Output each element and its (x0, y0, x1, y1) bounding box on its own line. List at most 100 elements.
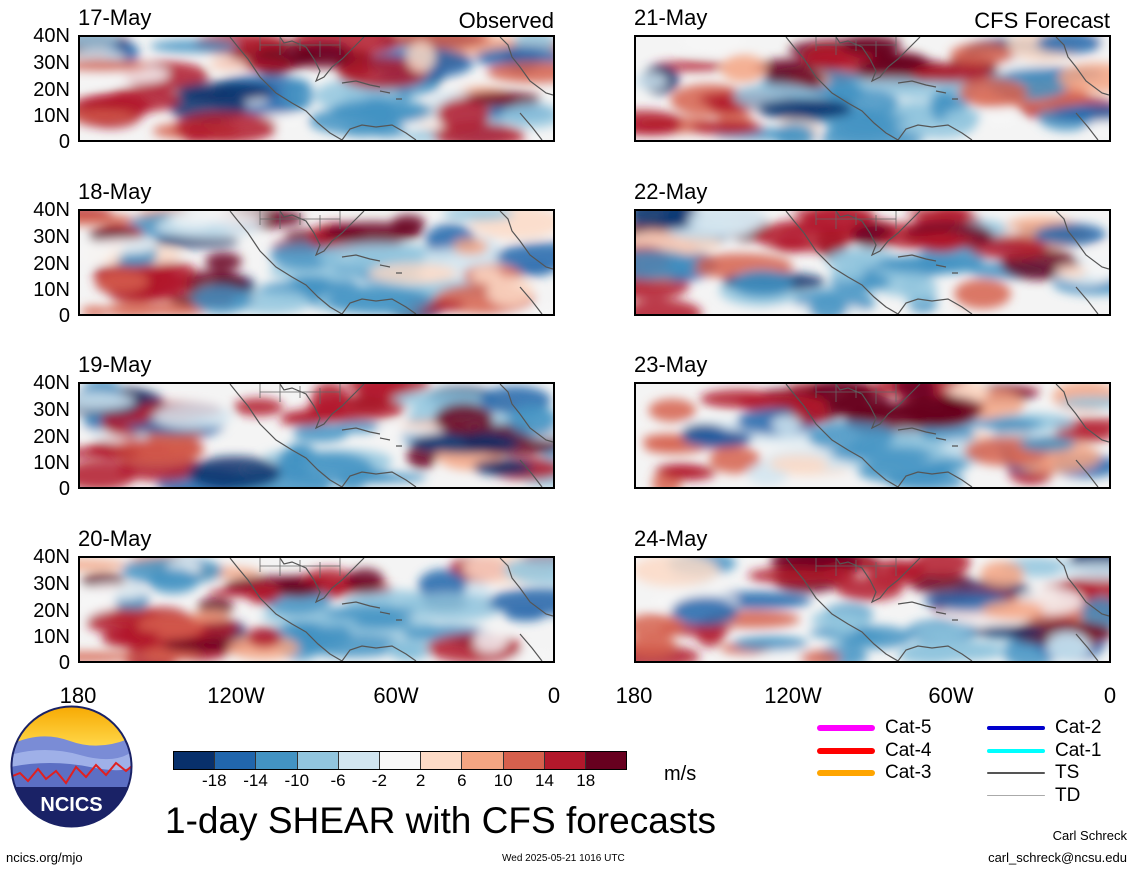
lat-tick-label: 40N (33, 372, 70, 394)
coastline (785, 384, 1109, 487)
shear-field (80, 211, 553, 314)
footer-url: ncics.org/mjo (6, 850, 83, 865)
state-borders (259, 37, 341, 57)
lat-tick-label: 40N (33, 25, 70, 47)
colorbar-swatch (297, 752, 339, 769)
colorbar-swatch (174, 752, 216, 769)
colorbar (173, 751, 627, 770)
colorbar-label: 10 (493, 771, 513, 790)
colorbar-swatch (215, 752, 257, 769)
lat-tick-label: 0 (58, 478, 70, 500)
units-label: m/s (664, 763, 697, 785)
colorbar-swatch (421, 752, 463, 769)
legend-swatch (817, 747, 875, 754)
coastline (785, 37, 1109, 140)
shear-field (636, 384, 1109, 487)
lat-tick-label: 30N (33, 399, 70, 421)
colorbar-label: 2 (415, 771, 426, 790)
lon-tick-label: 0 (547, 683, 561, 708)
map-panel-observed-3 (78, 382, 555, 489)
legend-swatch (987, 772, 1045, 774)
coastline (785, 558, 1109, 661)
map-panel-forecast-2 (634, 209, 1111, 316)
panel-date-label: 18-May (78, 179, 152, 204)
lat-tick-label: 30N (33, 52, 70, 74)
coastline (229, 558, 553, 661)
lat-tick-label: 0 (58, 652, 70, 674)
forecast-label: CFS Forecast (974, 8, 1110, 33)
map-panel-observed-4 (78, 556, 555, 663)
author-name: Carl Schreck (1052, 828, 1127, 843)
ncics-logo: NCICS (10, 705, 133, 828)
colorbar-label: 14 (534, 771, 554, 790)
map-panel-observed-1 (78, 35, 555, 142)
shear-field (636, 211, 1109, 314)
legend-label: Cat-5 (885, 717, 932, 738)
colorbar-label: -6 (330, 771, 346, 790)
legend-item: Cat-5 (817, 717, 931, 739)
map-panel-forecast-4 (634, 556, 1111, 663)
coastline (229, 37, 553, 140)
timestamp: Wed 2025-05-21 1016 UTC (502, 853, 625, 864)
colorbar-swatch (462, 752, 504, 769)
legend-label: Cat-3 (885, 762, 932, 783)
colorbar-swatch (338, 752, 380, 769)
colorbar-label: 6 (457, 771, 467, 790)
lat-tick-label: 40N (33, 546, 70, 568)
colorbar-label: -2 (371, 771, 387, 790)
lat-tick-label: 0 (58, 131, 70, 153)
lat-tick-label: 30N (33, 226, 70, 248)
lat-tick-label: 20N (33, 600, 70, 622)
panel-date-label: 20-May (78, 526, 152, 551)
shear-field (80, 558, 553, 661)
state-borders (815, 37, 897, 57)
map-panel-forecast-3 (634, 382, 1111, 489)
colorbar-label: -10 (284, 771, 310, 790)
lat-tick-label: 40N (33, 199, 70, 221)
state-borders (259, 558, 341, 578)
lon-tick-label: 120W (207, 683, 265, 708)
lat-tick-label: 20N (33, 253, 70, 275)
lat-tick-label: 10N (33, 105, 70, 127)
state-borders (259, 384, 341, 404)
lat-tick-label: 10N (33, 279, 70, 301)
colorbar-label: -18 (201, 771, 227, 790)
observed-label: Observed (458, 8, 554, 33)
lat-tick-label: 10N (33, 626, 70, 648)
legend-label: TD (1055, 784, 1081, 806)
panel-date-label: 23-May (634, 352, 708, 377)
legend-swatch (987, 795, 1045, 796)
shear-field (80, 37, 553, 140)
legend-item: TD (987, 785, 1080, 807)
lon-tick-label: 180 (59, 683, 97, 708)
panel-date-label: 24-May (634, 526, 708, 551)
panel-date-label: 21-May (634, 5, 708, 30)
legend-label: Cat-1 (1055, 739, 1102, 761)
lon-tick-label: 180 (615, 683, 653, 708)
lat-tick-label: 0 (58, 305, 70, 327)
legend-swatch (987, 726, 1045, 730)
lon-tick-label: 60W (928, 683, 974, 708)
lon-tick-label: 60W (373, 683, 419, 708)
legend-swatch (987, 748, 1045, 753)
legend-swatch (817, 770, 875, 776)
coastline (229, 211, 553, 314)
shear-field (636, 37, 1109, 140)
map-panel-observed-2 (78, 209, 555, 316)
state-borders (259, 211, 341, 231)
map-panel-forecast-1 (634, 35, 1111, 142)
panel-date-label: 19-May (78, 352, 152, 377)
state-borders (815, 558, 897, 578)
colorbar-swatch (256, 752, 298, 769)
shear-field (80, 384, 553, 487)
legend-label: Cat-2 (1055, 717, 1102, 738)
lat-tick-label: 30N (33, 573, 70, 595)
coastline (229, 384, 553, 487)
legend-item: Cat-4 (817, 740, 931, 762)
colorbar-swatch (544, 752, 586, 769)
colorbar-swatch (585, 752, 627, 769)
colorbar-swatch (503, 752, 545, 769)
legend-swatch (817, 725, 875, 731)
lat-tick-label: 20N (33, 79, 70, 101)
shear-field (636, 558, 1109, 661)
